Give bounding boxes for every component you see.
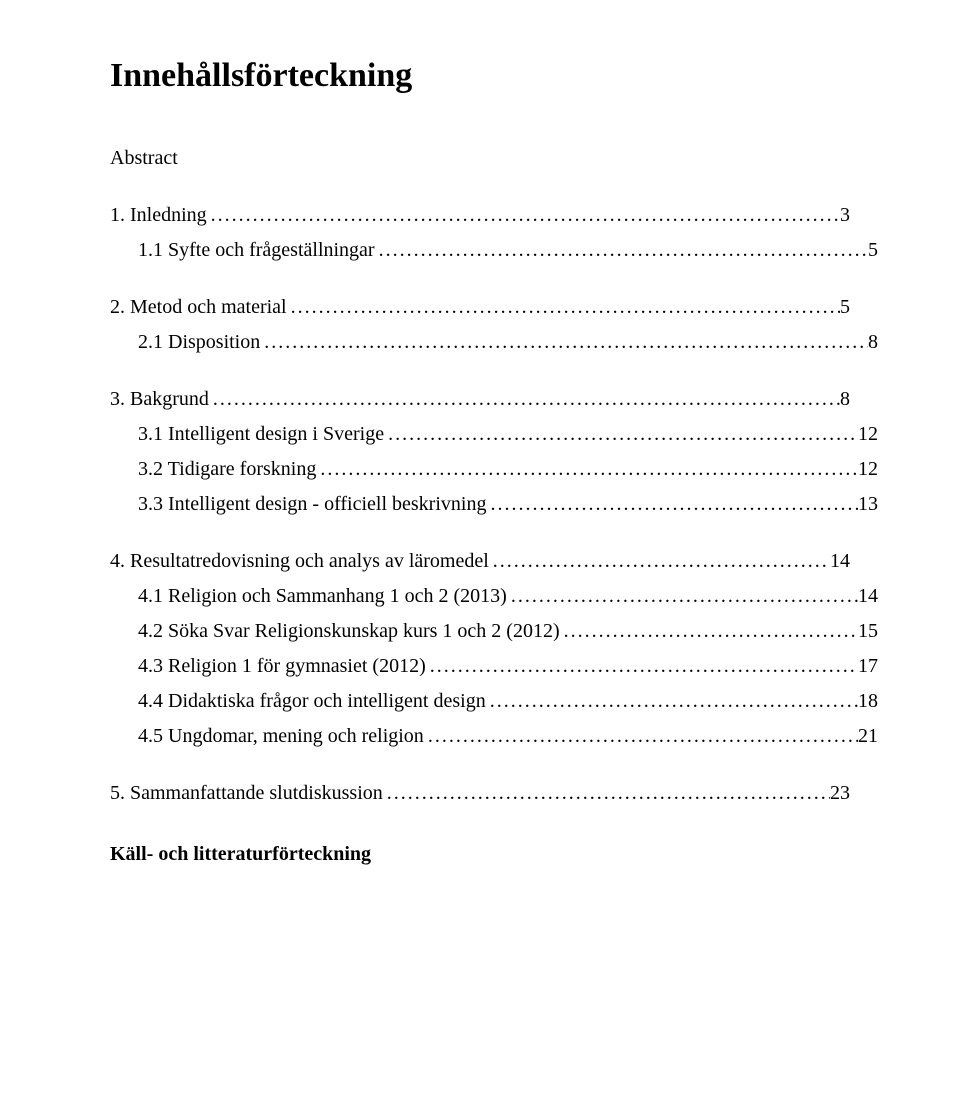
toc-entry: 4. Resultatredovisning och analys av lär… — [110, 548, 850, 575]
toc-leader-dots — [384, 421, 858, 448]
document-page: Innehållsförteckning Abstract 1. Inledni… — [0, 0, 960, 1108]
toc-entry: 3.2 Tidigare forskning 12 — [110, 456, 878, 483]
toc-label: 2. Metod och material — [110, 294, 287, 321]
toc-page-number: 5 — [868, 237, 878, 264]
toc-page-number: 21 — [858, 723, 878, 750]
toc-leader-dots — [316, 456, 858, 483]
toc-leader-dots — [424, 723, 858, 750]
toc-entry: 3.1 Intelligent design i Sverige 12 — [110, 421, 878, 448]
toc-label: 4.1 Religion och Sammanhang 1 och 2 (201… — [138, 583, 507, 610]
toc-entry: 5. Sammanfattande slutdiskussion 23 — [110, 780, 850, 807]
toc-leader-dots — [260, 329, 868, 356]
toc-label: 3.2 Tidigare forskning — [138, 456, 316, 483]
toc-label: 4.3 Religion 1 för gymnasiet (2012) — [138, 653, 426, 680]
toc-entry: 4.2 Söka Svar Religionskunskap kurs 1 oc… — [110, 618, 878, 645]
toc-label: 3.3 Intelligent design - officiell beskr… — [138, 491, 486, 518]
toc-entry: 2. Metod och material 5 — [110, 294, 850, 321]
toc-entry: 4.3 Religion 1 för gymnasiet (2012) 17 — [110, 653, 878, 680]
toc-label: 1. Inledning — [110, 202, 207, 229]
toc-heading-abstract: Abstract — [110, 145, 850, 172]
toc-entry: 2.1 Disposition 8 — [110, 329, 878, 356]
toc-entry: 1. Inledning 3 — [110, 202, 850, 229]
toc-label: 4.2 Söka Svar Religionskunskap kurs 1 oc… — [138, 618, 560, 645]
toc-label: 3. Bakgrund — [110, 386, 209, 413]
toc-leader-dots — [507, 583, 858, 610]
toc-label: 4.4 Didaktiska frågor och intelligent de… — [138, 688, 486, 715]
toc-label: 5. Sammanfattande slutdiskussion — [110, 780, 383, 807]
toc-leader-dots — [426, 653, 858, 680]
toc-page-number: 18 — [858, 688, 878, 715]
toc-label: 1.1 Syfte och frågeställningar — [138, 237, 375, 264]
toc-page-number: 14 — [830, 548, 850, 575]
toc-page-number: 3 — [840, 202, 850, 229]
toc-label: 2.1 Disposition — [138, 329, 260, 356]
toc-entry: 4.4 Didaktiska frågor och intelligent de… — [110, 688, 878, 715]
page-title: Innehållsförteckning — [110, 56, 850, 97]
toc-leader-dots — [209, 386, 840, 413]
toc-leader-dots — [207, 202, 840, 229]
toc-page-number: 23 — [830, 780, 850, 807]
toc-page-number: 15 — [858, 618, 878, 645]
toc-leader-dots — [383, 780, 830, 807]
toc-page-number: 8 — [868, 329, 878, 356]
toc-entry: 4.1 Religion och Sammanhang 1 och 2 (201… — [110, 583, 878, 610]
toc-page-number: 12 — [858, 421, 878, 448]
toc-page-number: 17 — [858, 653, 878, 680]
toc-page-number: 5 — [840, 294, 850, 321]
toc-page-number: 14 — [858, 583, 878, 610]
toc-leader-dots — [486, 688, 858, 715]
toc-label: 4.5 Ungdomar, mening och religion — [138, 723, 424, 750]
toc-label: 4. Resultatredovisning och analys av lär… — [110, 548, 489, 575]
toc-leader-dots — [375, 237, 868, 264]
toc-leader-dots — [486, 491, 858, 518]
toc-leader-dots — [489, 548, 830, 575]
toc-page-number: 12 — [858, 456, 878, 483]
toc-label: 3.1 Intelligent design i Sverige — [138, 421, 384, 448]
toc-entry: 3.3 Intelligent design - officiell beskr… — [110, 491, 878, 518]
toc-entry: 3. Bakgrund 8 — [110, 386, 850, 413]
toc-leader-dots — [560, 618, 858, 645]
toc-leader-dots — [287, 294, 840, 321]
toc-heading-references: Käll- och litteraturförteckning — [110, 843, 850, 866]
toc-page-number: 13 — [858, 491, 878, 518]
toc-page-number: 8 — [840, 386, 850, 413]
toc-entry: 4.5 Ungdomar, mening och religion 21 — [110, 723, 878, 750]
toc-entry: 1.1 Syfte och frågeställningar 5 — [110, 237, 878, 264]
